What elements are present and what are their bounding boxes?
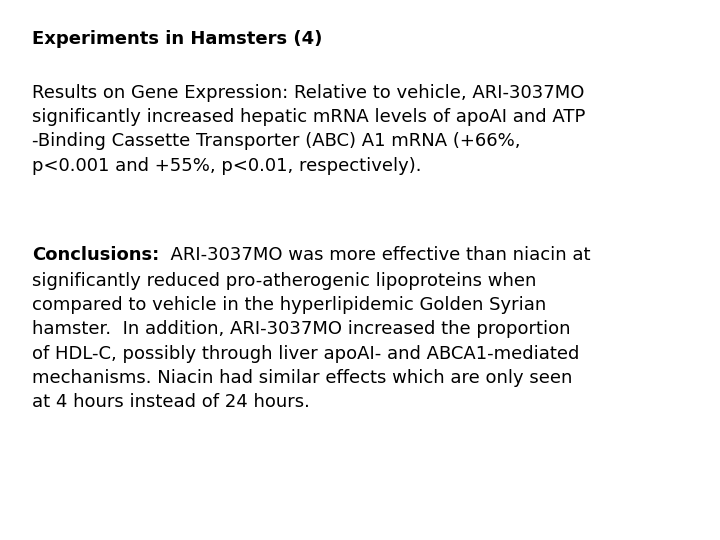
Text: Results on Gene Expression: Relative to vehicle, ARI-3037MO
significantly increa: Results on Gene Expression: Relative to … [32, 84, 585, 174]
Text: significantly reduced pro-atherogenic lipoproteins when
compared to vehicle in t: significantly reduced pro-atherogenic li… [32, 272, 579, 411]
Text: Conclusions:: Conclusions: [32, 246, 159, 264]
Text: Experiments in Hamsters (4): Experiments in Hamsters (4) [32, 30, 322, 48]
Text: ARI-3037MO was more effective than niacin at: ARI-3037MO was more effective than niaci… [159, 246, 590, 264]
